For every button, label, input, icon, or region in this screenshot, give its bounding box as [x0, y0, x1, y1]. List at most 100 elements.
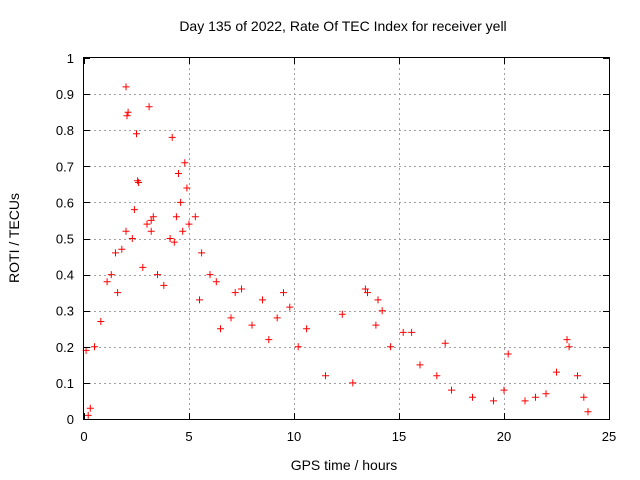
data-point [543, 390, 550, 397]
data-point [108, 271, 115, 278]
data-point [532, 394, 539, 401]
x-tick-label: 15 [392, 429, 406, 444]
data-point [448, 387, 455, 394]
data-point [522, 397, 529, 404]
data-point [186, 221, 193, 228]
data-point [249, 322, 256, 329]
x-tick-label: 20 [497, 429, 511, 444]
data-point [322, 372, 329, 379]
data-point [104, 278, 111, 285]
y-axis-label: ROTI / TECUs [6, 193, 22, 283]
tick-layer [84, 58, 610, 420]
x-tick-label: 10 [287, 429, 301, 444]
y-tick-label: 0.1 [56, 376, 74, 391]
data-point [375, 296, 382, 303]
data-point [179, 228, 186, 235]
data-point [177, 199, 184, 206]
data-point [114, 289, 121, 296]
data-point [124, 112, 131, 119]
data-point [566, 343, 573, 350]
data-point [259, 296, 266, 303]
data-point [133, 130, 140, 137]
data-point [265, 336, 272, 343]
x-tick-label: 5 [185, 429, 192, 444]
data-point [146, 103, 153, 110]
data-point [169, 134, 176, 141]
y-tick-label: 0.2 [56, 340, 74, 355]
data-point [585, 408, 592, 415]
data-point [469, 394, 476, 401]
chart-title: Day 135 of 2022, Rate Of TEC Index for r… [179, 18, 506, 34]
roti-scatter-chart: Day 135 of 2022, Rate Of TEC Index for r… [0, 0, 640, 480]
data-point [372, 322, 379, 329]
x-axis-label: GPS time / hours [291, 457, 398, 473]
data-point [181, 159, 188, 166]
data-point [173, 213, 180, 220]
data-point [91, 343, 98, 350]
data-point [167, 235, 174, 242]
data-point [238, 286, 245, 293]
data-point [175, 170, 182, 177]
data-point [574, 372, 581, 379]
data-point [228, 314, 235, 321]
data-point [303, 325, 310, 332]
data-point [217, 325, 224, 332]
data-point [379, 307, 386, 314]
data-point [112, 249, 119, 256]
x-tick-labels: 0 5 10 15 20 25 [80, 429, 616, 444]
data-point [171, 239, 178, 246]
data-point [123, 83, 130, 90]
data-point [196, 296, 203, 303]
data-point [118, 246, 125, 253]
data-point [123, 228, 130, 235]
data-point [417, 361, 424, 368]
data-point [408, 329, 415, 336]
y-tick-label: 0.5 [56, 232, 74, 247]
data-point [134, 177, 141, 184]
data-point [85, 412, 92, 419]
y-tick-labels: 0 0.1 0.2 0.3 0.4 0.5 0.6 0.7 0.8 0.9 1 [56, 51, 74, 427]
y-tick-label: 0.8 [56, 123, 74, 138]
y-tick-label: 0.3 [56, 304, 74, 319]
data-point [442, 340, 449, 347]
data-point [232, 289, 239, 296]
data-point [349, 379, 356, 386]
data-point [286, 304, 293, 311]
data-point [129, 235, 136, 242]
data-point [192, 213, 199, 220]
grid-layer [84, 58, 609, 419]
data-point [387, 343, 394, 350]
y-tick-label: 0.6 [56, 195, 74, 210]
data-point [148, 228, 155, 235]
data-point [125, 109, 132, 116]
y-tick-label: 0.4 [56, 268, 74, 283]
data-point [295, 343, 302, 350]
data-point [505, 351, 512, 358]
data-point [501, 387, 508, 394]
data-point [154, 271, 161, 278]
x-tick-label: 25 [602, 429, 616, 444]
data-point [131, 206, 138, 213]
y-tick-label: 0.7 [56, 159, 74, 174]
data-point [433, 372, 440, 379]
data-point [160, 282, 167, 289]
data-point [198, 249, 205, 256]
data-point [274, 314, 281, 321]
data-point [135, 179, 142, 186]
data-points [83, 83, 592, 419]
plot-frame [84, 58, 610, 420]
data-point [213, 278, 220, 285]
data-point [490, 397, 497, 404]
data-point [139, 264, 146, 271]
data-point [183, 185, 190, 192]
y-tick-label: 0.9 [56, 87, 74, 102]
y-tick-label: 1 [67, 51, 74, 66]
y-tick-label: 0 [67, 412, 74, 427]
data-point [87, 405, 94, 412]
data-point [553, 369, 560, 376]
data-point [400, 329, 407, 336]
data-point [97, 318, 104, 325]
data-point [207, 271, 214, 278]
data-point [280, 289, 287, 296]
data-point [564, 336, 571, 343]
